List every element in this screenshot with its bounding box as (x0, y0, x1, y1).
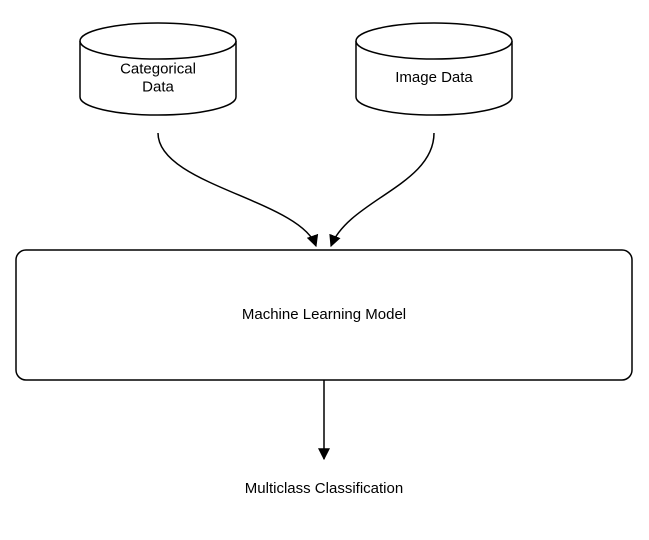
model-label: Machine Learning Model (242, 306, 406, 323)
image: Image Data (356, 23, 512, 115)
categorical-label-line2: Data (142, 79, 174, 96)
output-label: Multiclass Classification (245, 480, 403, 497)
model: Machine Learning Model (16, 250, 632, 380)
categorical: CategoricalData (80, 23, 236, 115)
edge-image-to-model (331, 133, 434, 246)
edge-categorical-to-model (158, 133, 316, 246)
image-label: Image Data (395, 69, 473, 86)
categorical-label-line1: Categorical (120, 61, 196, 78)
